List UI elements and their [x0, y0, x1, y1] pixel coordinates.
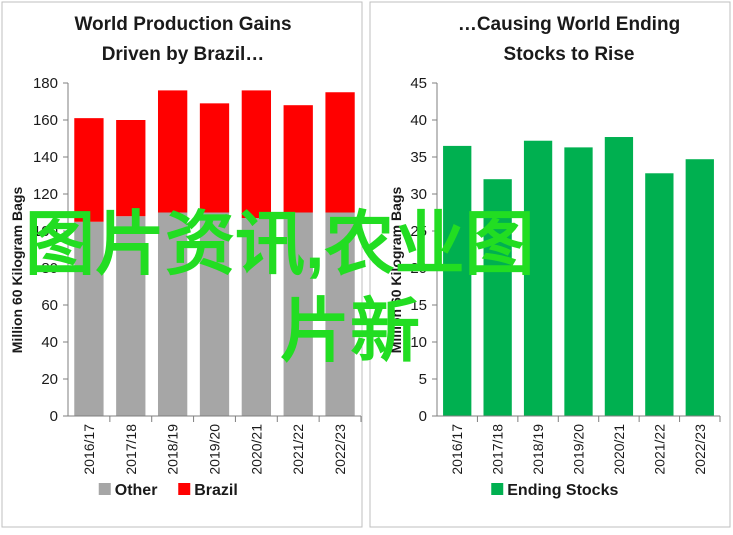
legend-brazil-swatch: [178, 483, 191, 495]
chart-0-bar-other-0: [74, 221, 104, 416]
chart-0-xtick-label-6: 2022/23: [332, 424, 348, 475]
chart-0-bar-other-5: [283, 212, 313, 416]
chart-0-ytick-label-0: 0: [50, 408, 58, 425]
chart-0-ytick-label-4: 80: [41, 260, 58, 277]
chart-1-ytick-label-8: 40: [410, 112, 427, 129]
chart-1-ytick-label-0: 0: [419, 408, 427, 425]
chart-1-ytick-label-9: 45: [410, 75, 427, 92]
chart-1-xtick-label-0: 2016/17: [449, 424, 465, 475]
chart-0-frame: [1, 1, 363, 528]
chart-0-xtick-label-4: 2020/21: [248, 424, 264, 475]
chart-1-xtick-label-4: 2020/21: [611, 424, 627, 475]
chart-1-bar-ending-stocks-3: [564, 147, 593, 416]
legend-brazil-label: Brazil: [194, 482, 238, 499]
chart-0-xtick-label-1: 2017/18: [123, 424, 139, 475]
chart-1-xtick-label-2: 2018/19: [530, 424, 546, 475]
chart-0-bar-brazil-1: [116, 120, 146, 217]
watermark-line-1: 图片资讯,农业图: [25, 205, 534, 283]
chart-0-ytick-label-8: 160: [33, 112, 58, 129]
chart-0-title-line-0: World Production Gains: [74, 14, 291, 35]
chart-1-ytick-label-2: 10: [410, 334, 427, 351]
chart-1-y-axis-label: Million 60 Kilogram Bags: [388, 187, 404, 354]
chart-0-ytick-label-3: 60: [41, 297, 58, 314]
chart-1-frame: [369, 1, 731, 528]
legend-other-swatch: [98, 483, 111, 495]
chart-0-bar-other-3: [199, 212, 230, 416]
chart-0-bar-brazil-4: [241, 90, 272, 219]
chart-1-bar-ending-stocks-1: [483, 179, 512, 416]
chart-0-y-axis-label: Million 60 Kilogram Bags: [9, 187, 25, 354]
chart-1-xtick-label-5: 2021/22: [651, 424, 667, 475]
chart-1-xtick-label-6: 2022/23: [692, 424, 708, 475]
chart-1-xtick-label-3: 2019/20: [571, 424, 587, 475]
chart-0-bar-other-2: [157, 212, 188, 416]
chart-1-ytick-label-7: 35: [410, 149, 427, 166]
chart-0-bar-brazil-2: [157, 90, 188, 213]
legend-other-label: Other: [115, 482, 158, 499]
chart-1-bar-ending-stocks-5: [645, 173, 674, 416]
chart-1-ytick-label-5: 25: [410, 223, 427, 240]
chart-1-bar-ending-stocks-2: [523, 140, 553, 416]
chart-0-ytick-label-5: 100: [33, 223, 58, 240]
chart-0-xtick-label-2: 2018/19: [165, 424, 181, 475]
chart-1-bar-ending-stocks-4: [604, 137, 634, 416]
chart-1-bar-ending-stocks-0: [443, 145, 472, 416]
chart-0-ytick-label-2: 40: [41, 334, 58, 351]
legend-ending-stocks-swatch: [491, 483, 504, 495]
chart-1-ytick-label-1: 5: [419, 371, 427, 388]
chart-1-ytick-label-6: 30: [410, 186, 427, 203]
chart-0-bar-other-1: [116, 216, 146, 416]
chart-1-ytick-label-3: 15: [410, 297, 427, 314]
chart-1-title-line-1: Stocks to Rise: [504, 44, 635, 65]
chart-1-title-line-0: …Causing World Ending: [458, 14, 680, 35]
watermark-line-2: 片新: [280, 292, 420, 370]
chart-0-bar-other-6: [325, 212, 355, 416]
chart-0-bar-brazil-0: [74, 118, 104, 222]
chart-0-ytick-label-9: 180: [33, 75, 58, 92]
legend-ending-stocks-label: Ending Stocks: [507, 482, 618, 499]
chart-0-bar-brazil-6: [325, 92, 355, 213]
chart-0-xtick-label-0: 2016/17: [81, 424, 97, 475]
chart-0-xtick-label-3: 2019/20: [207, 424, 223, 475]
chart-0-xtick-label-5: 2021/22: [290, 424, 306, 475]
chart-0-ytick-label-7: 140: [33, 149, 58, 166]
chart-0-ytick-label-6: 120: [33, 186, 58, 203]
chart-1-bar-ending-stocks-6: [685, 159, 714, 416]
chart-0-bar-brazil-5: [283, 105, 313, 213]
chart-0-bar-other-4: [241, 218, 272, 416]
chart-1-xtick-label-1: 2017/18: [490, 424, 506, 475]
chart-1-ytick-label-4: 20: [410, 260, 427, 277]
chart-0-ytick-label-1: 20: [41, 371, 58, 388]
chart-0-bar-brazil-3: [199, 103, 230, 213]
chart-0-title-line-1: Driven by Brazil…: [102, 44, 265, 65]
